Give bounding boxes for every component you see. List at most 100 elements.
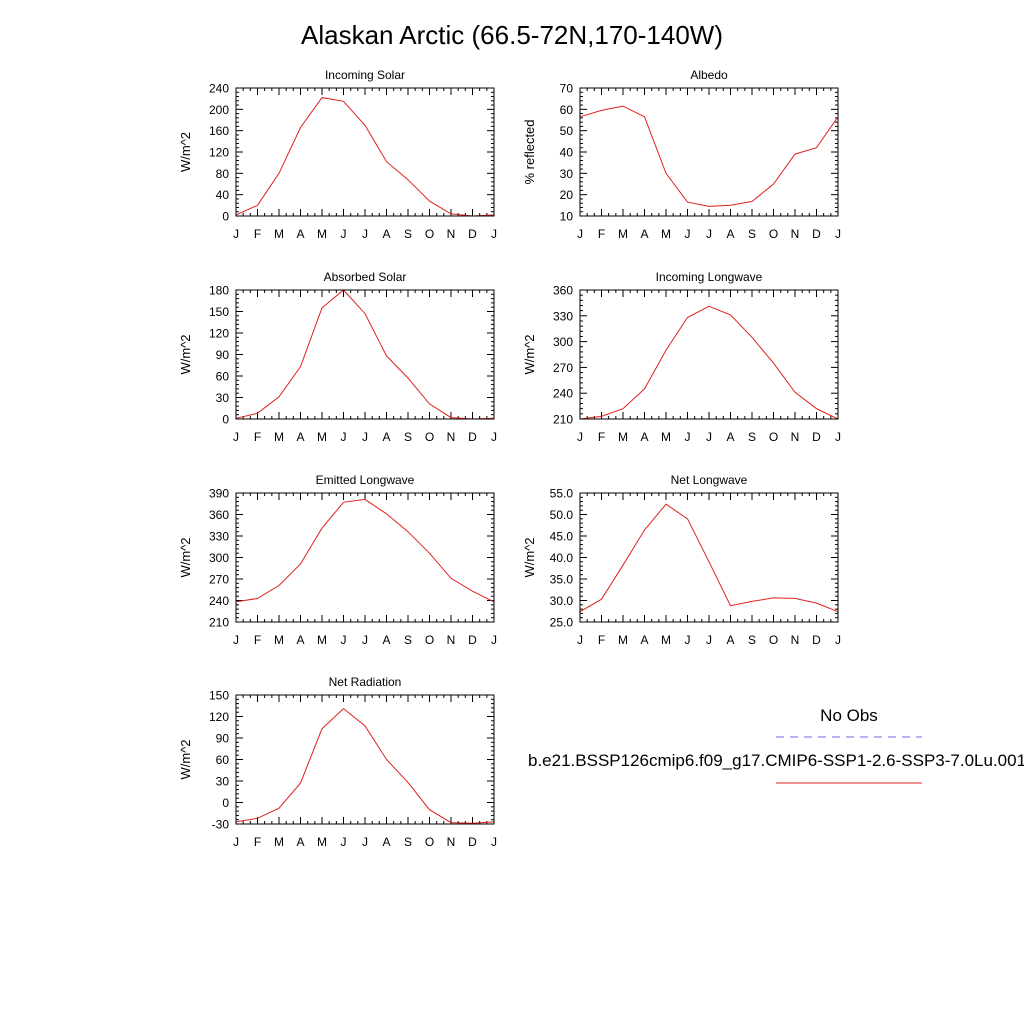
x-tick-label: S xyxy=(404,430,412,444)
series-line xyxy=(579,305,839,420)
x-tick-label: J xyxy=(362,430,368,444)
legend-model-line xyxy=(776,782,922,784)
x-tick-label: O xyxy=(425,633,434,647)
x-tick-label: J xyxy=(685,227,691,241)
x-tick-label: O xyxy=(769,227,778,241)
y-tick-label: 10 xyxy=(560,210,574,224)
x-tick-label: S xyxy=(748,227,756,241)
x-tick-label: S xyxy=(748,633,756,647)
y-tick-label: 35.0 xyxy=(550,573,574,587)
x-tick-label: A xyxy=(382,430,390,444)
x-tick-label: S xyxy=(404,633,412,647)
y-tick-label: 60 xyxy=(560,103,574,117)
x-tick-label: J xyxy=(577,633,583,647)
y-tick-label: 240 xyxy=(209,82,229,96)
y-tick-label: 80 xyxy=(216,167,230,181)
x-tick-label: O xyxy=(425,835,434,849)
series-line xyxy=(235,498,495,603)
y-tick-label: 0 xyxy=(222,796,229,810)
x-tick-label: J xyxy=(577,430,583,444)
x-tick-label: J xyxy=(233,430,239,444)
x-tick-label: J xyxy=(491,633,497,647)
x-tick-label: J xyxy=(341,633,347,647)
x-tick-label: A xyxy=(640,430,648,444)
x-tick-label: D xyxy=(468,835,477,849)
x-tick-label: M xyxy=(317,633,327,647)
x-tick-label: D xyxy=(812,633,821,647)
x-tick-label: A xyxy=(296,430,304,444)
y-tick-label: 90 xyxy=(216,348,230,362)
chart-title: Incoming Solar xyxy=(325,68,405,82)
series-line xyxy=(235,97,495,217)
chart-title: Net Longwave xyxy=(671,473,748,487)
x-tick-label: F xyxy=(254,633,261,647)
x-tick-label: N xyxy=(447,835,456,849)
x-tick-label: A xyxy=(382,835,390,849)
y-axis-label: W/m^2 xyxy=(178,334,193,374)
chart-title: Emitted Longwave xyxy=(316,473,415,487)
y-tick-label: 390 xyxy=(209,487,229,501)
x-tick-label: O xyxy=(425,430,434,444)
x-tick-label: J xyxy=(706,227,712,241)
y-tick-label: 30 xyxy=(216,391,230,405)
x-tick-label: M xyxy=(618,430,628,444)
chart-title: Incoming Longwave xyxy=(656,270,763,284)
y-tick-label: 40 xyxy=(560,146,574,160)
series-line xyxy=(579,105,839,207)
y-tick-label: 90 xyxy=(216,732,230,746)
y-tick-label: 150 xyxy=(209,305,229,319)
x-tick-label: F xyxy=(598,633,605,647)
x-tick-label: J xyxy=(706,430,712,444)
plot-frame xyxy=(235,289,495,420)
x-tick-label: M xyxy=(317,835,327,849)
y-tick-label: 50.0 xyxy=(550,508,574,522)
x-tick-label: M xyxy=(618,227,628,241)
y-tick-label: 270 xyxy=(209,573,229,587)
x-tick-label: N xyxy=(791,430,800,444)
y-tick-label: 300 xyxy=(209,551,229,565)
y-tick-label: 50 xyxy=(560,124,574,138)
x-tick-label: A xyxy=(296,633,304,647)
plot-frame xyxy=(579,492,839,623)
y-axis-label: W/m^2 xyxy=(522,334,537,374)
x-tick-label: N xyxy=(447,430,456,444)
x-tick-label: O xyxy=(425,227,434,241)
y-axis-label: W/m^2 xyxy=(522,537,537,577)
x-tick-label: S xyxy=(404,835,412,849)
x-tick-label: J xyxy=(685,430,691,444)
y-tick-label: 40.0 xyxy=(550,551,574,565)
figure-title: Alaskan Arctic (66.5-72N,170-140W) xyxy=(301,20,723,50)
y-tick-label: 0 xyxy=(222,413,229,427)
x-tick-label: M xyxy=(274,633,284,647)
chart-title: Albedo xyxy=(690,68,728,82)
x-tick-label: D xyxy=(468,430,477,444)
x-tick-label: N xyxy=(791,633,800,647)
y-tick-label: 300 xyxy=(553,335,573,349)
y-tick-label: 240 xyxy=(553,387,573,401)
legend-obs-line xyxy=(776,736,922,738)
y-tick-label: 55.0 xyxy=(550,487,574,501)
x-tick-label: A xyxy=(296,227,304,241)
x-tick-label: J xyxy=(341,835,347,849)
x-tick-label: J xyxy=(341,227,347,241)
x-tick-label: F xyxy=(254,227,261,241)
plot-frame xyxy=(235,87,495,217)
y-tick-label: 60 xyxy=(216,753,230,767)
chart-title: Net Radiation xyxy=(329,675,402,689)
y-tick-label: 60 xyxy=(216,370,230,384)
series-line xyxy=(235,707,495,824)
x-tick-label: F xyxy=(598,430,605,444)
x-tick-label: J xyxy=(362,633,368,647)
x-tick-label: A xyxy=(296,835,304,849)
y-tick-label: 330 xyxy=(209,530,229,544)
y-tick-label: 330 xyxy=(553,309,573,323)
x-tick-label: N xyxy=(447,633,456,647)
y-tick-label: 120 xyxy=(209,327,229,341)
x-tick-label: J xyxy=(491,227,497,241)
y-tick-label: 40 xyxy=(216,188,230,202)
y-axis-label: % reflected xyxy=(522,119,537,184)
x-tick-label: J xyxy=(362,835,368,849)
